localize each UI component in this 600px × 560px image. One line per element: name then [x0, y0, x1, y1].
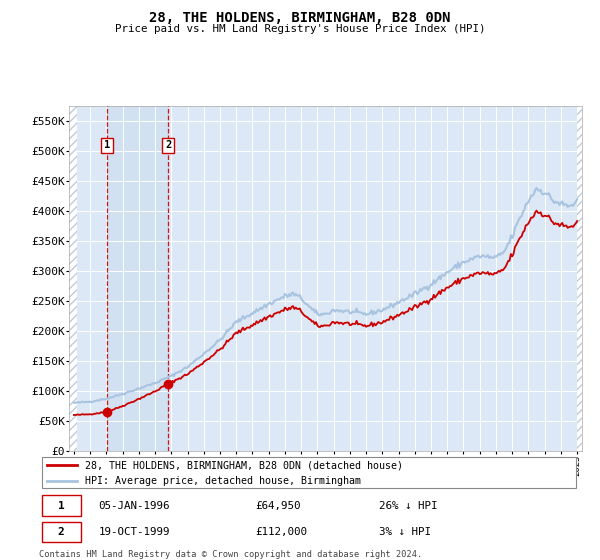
FancyBboxPatch shape: [42, 457, 576, 488]
Text: Price paid vs. HM Land Registry's House Price Index (HPI): Price paid vs. HM Land Registry's House …: [115, 24, 485, 34]
Text: 05-JAN-1996: 05-JAN-1996: [98, 501, 170, 511]
Text: 19-OCT-1999: 19-OCT-1999: [98, 527, 170, 537]
Text: 26% ↓ HPI: 26% ↓ HPI: [379, 501, 438, 511]
Bar: [577, 106, 582, 451]
Text: £112,000: £112,000: [255, 527, 307, 537]
Text: 28, THE HOLDENS, BIRMINGHAM, B28 0DN: 28, THE HOLDENS, BIRMINGHAM, B28 0DN: [149, 11, 451, 25]
Text: HPI: Average price, detached house, Birmingham: HPI: Average price, detached house, Birm…: [85, 477, 361, 486]
FancyBboxPatch shape: [42, 522, 80, 542]
Bar: [107, 106, 168, 451]
Text: 2: 2: [165, 141, 171, 150]
Text: £64,950: £64,950: [255, 501, 301, 511]
FancyBboxPatch shape: [42, 496, 80, 516]
Text: 1: 1: [58, 501, 65, 511]
Text: 1: 1: [104, 141, 110, 150]
Text: 2: 2: [58, 527, 65, 537]
Bar: [69, 106, 77, 451]
Text: 3% ↓ HPI: 3% ↓ HPI: [379, 527, 431, 537]
Text: Contains HM Land Registry data © Crown copyright and database right 2024.
This d: Contains HM Land Registry data © Crown c…: [39, 550, 422, 560]
Text: 28, THE HOLDENS, BIRMINGHAM, B28 0DN (detached house): 28, THE HOLDENS, BIRMINGHAM, B28 0DN (de…: [85, 460, 403, 470]
